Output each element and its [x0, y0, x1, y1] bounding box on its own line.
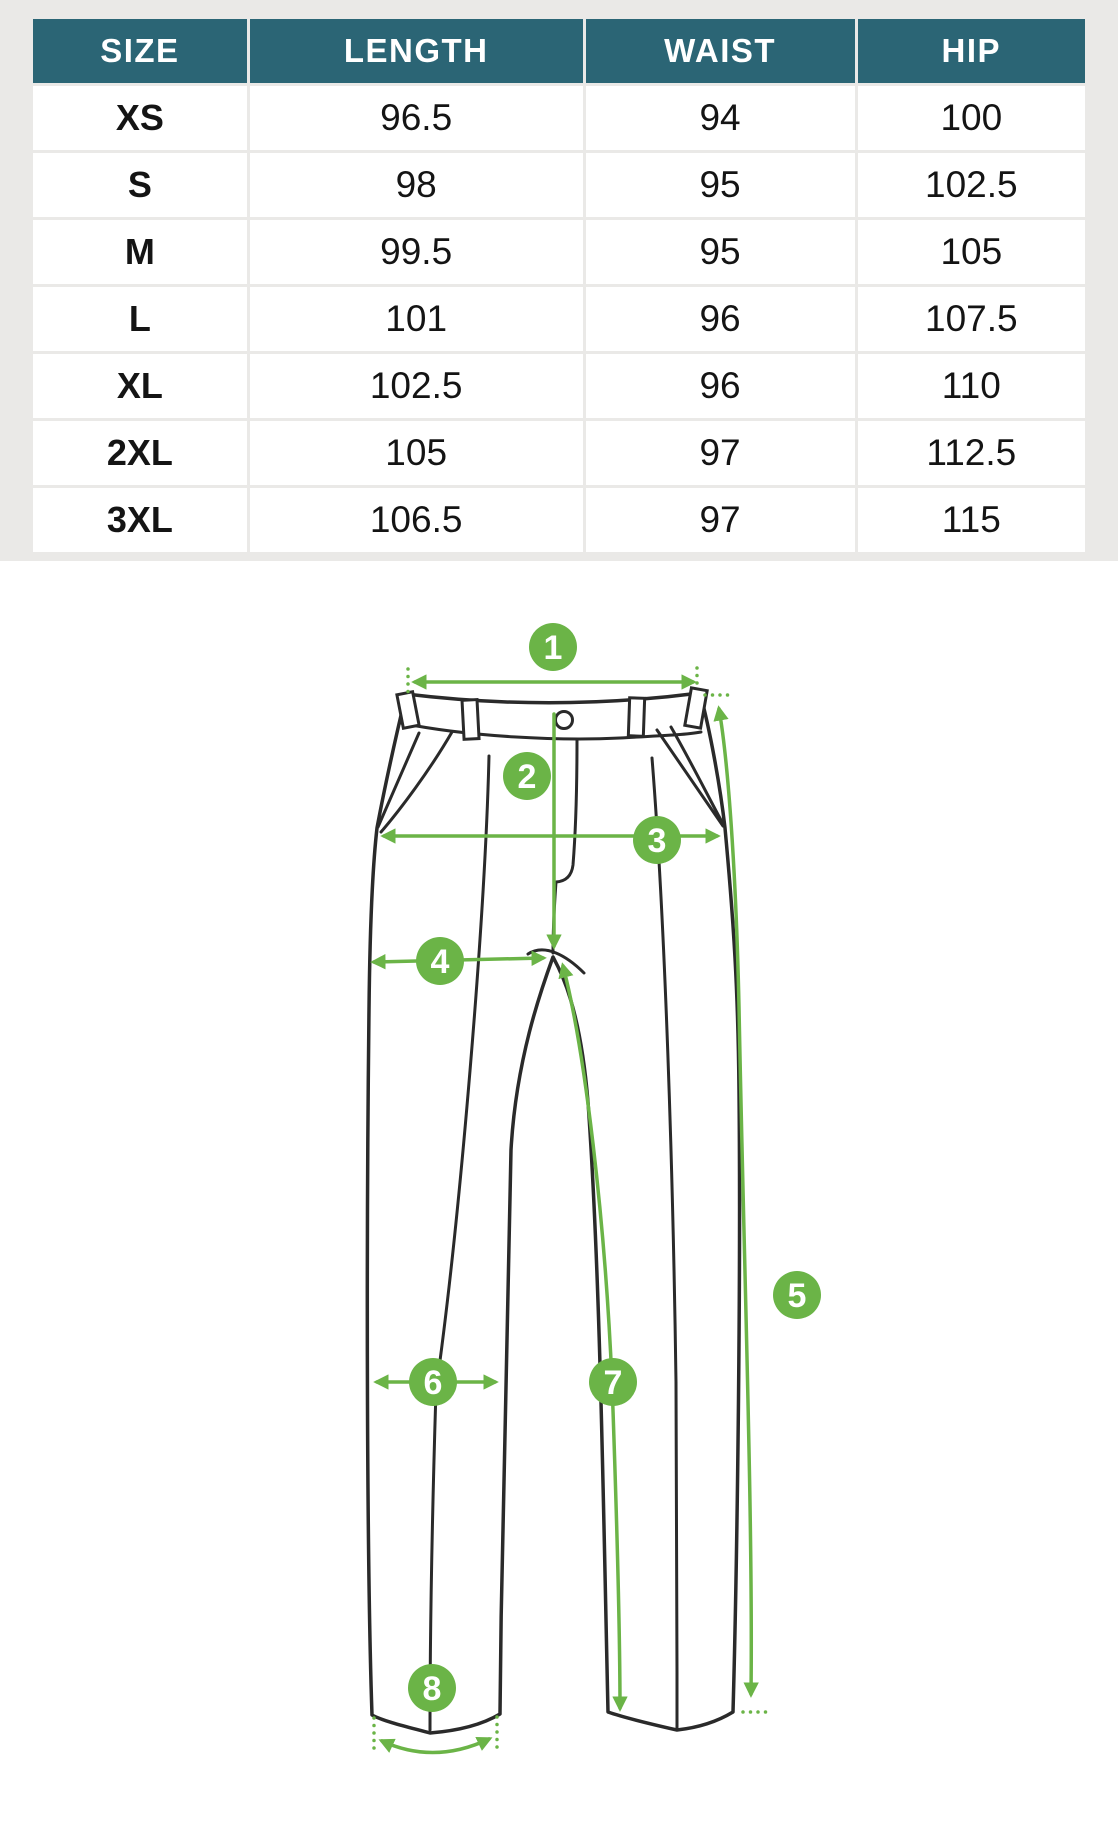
- waist-button: [554, 710, 574, 730]
- measurement-badge-3: [633, 816, 681, 864]
- left-pocket-seam: [379, 730, 454, 834]
- fly-seam: [554, 738, 579, 884]
- waist-value: 97: [585, 488, 855, 552]
- waist-value: 95: [585, 153, 855, 217]
- badge-number: 1: [544, 629, 563, 667]
- column-header-size: SIZE: [33, 19, 247, 83]
- length-value: 101: [249, 287, 583, 351]
- table-row: M 99.5 95 105: [33, 220, 1085, 284]
- size-value: 3XL: [33, 488, 247, 552]
- hip-value: 112.5: [857, 421, 1085, 485]
- column-header-waist: WAIST: [585, 19, 855, 83]
- measure-5-line: [713, 705, 759, 1698]
- badge-number: 4: [431, 943, 450, 981]
- badge-number: 8: [423, 1670, 442, 1708]
- badge-number: 5: [788, 1277, 807, 1315]
- table-row: L 101 96 107.5: [33, 287, 1085, 351]
- column-header-hip: HIP: [857, 19, 1085, 83]
- length-value: 106.5: [249, 488, 583, 552]
- size-value: XS: [33, 86, 247, 150]
- pants-measurement-diagram: 1 2 3 4 5 6 7 8: [0, 561, 1118, 1791]
- measurement-badge-2: [503, 752, 551, 800]
- length-value: 99.5: [249, 220, 583, 284]
- measurement-badges-group: 1 2 3 4 5 6 7 8: [408, 623, 821, 1712]
- badge-number: 6: [424, 1364, 443, 1402]
- belt-loop: [683, 686, 709, 730]
- measurement-badge-6: [409, 1358, 457, 1406]
- badge-number: 3: [648, 822, 667, 860]
- waist-value: 97: [585, 421, 855, 485]
- table-row: XS 96.5 94 100: [33, 86, 1085, 150]
- right-pocket-seam: [655, 728, 725, 828]
- badge-number: 7: [604, 1364, 623, 1402]
- waist-value: 95: [585, 220, 855, 284]
- hip-value: 107.5: [857, 287, 1085, 351]
- left-leg-crease: [428, 754, 491, 1732]
- hip-value: 110: [857, 354, 1085, 418]
- belt-loop: [626, 696, 647, 738]
- length-value: 98: [249, 153, 583, 217]
- size-value: M: [33, 220, 247, 284]
- size-table-section: SIZE LENGTH WAIST HIP XS 96.5 94 100 S 9…: [0, 0, 1118, 561]
- size-value: S: [33, 153, 247, 217]
- hip-value: 100: [857, 86, 1085, 150]
- length-value: 102.5: [249, 354, 583, 418]
- hip-value: 105: [857, 220, 1085, 284]
- size-value: XL: [33, 354, 247, 418]
- table-row: S 98 95 102.5: [33, 153, 1085, 217]
- measurement-badge-8: [408, 1664, 456, 1712]
- pants-diagram-svg: 1 2 3 4 5 6 7 8: [365, 623, 821, 1755]
- right-leg-crease: [650, 756, 679, 1730]
- waist-value: 96: [585, 354, 855, 418]
- table-row: 3XL 106.5 97 115: [33, 488, 1085, 552]
- size-value: 2XL: [33, 421, 247, 485]
- waist-value: 96: [585, 287, 855, 351]
- measure-8-arrow: [378, 1736, 493, 1755]
- size-chart-table: SIZE LENGTH WAIST HIP XS 96.5 94 100 S 9…: [30, 16, 1088, 555]
- header-row: SIZE LENGTH WAIST HIP: [33, 19, 1085, 83]
- size-value: L: [33, 287, 247, 351]
- measurement-badge-7: [589, 1358, 637, 1406]
- measurement-badge-5: [773, 1271, 821, 1319]
- left-pocket-seam: [376, 731, 421, 829]
- hip-value: 115: [857, 488, 1085, 552]
- measurement-badge-4: [416, 937, 464, 985]
- length-value: 105: [249, 421, 583, 485]
- belt-loop: [395, 690, 421, 730]
- table-row: 2XL 105 97 112.5: [33, 421, 1085, 485]
- measurement-lines-group: [370, 666, 773, 1755]
- hip-value: 102.5: [857, 153, 1085, 217]
- badge-number: 2: [518, 758, 537, 796]
- column-header-length: LENGTH: [249, 19, 583, 83]
- table-row: XL 102.5 96 110: [33, 354, 1085, 418]
- waist-value: 94: [585, 86, 855, 150]
- belt-loop: [460, 698, 481, 741]
- measurement-badge-1: [529, 623, 577, 671]
- length-value: 96.5: [249, 86, 583, 150]
